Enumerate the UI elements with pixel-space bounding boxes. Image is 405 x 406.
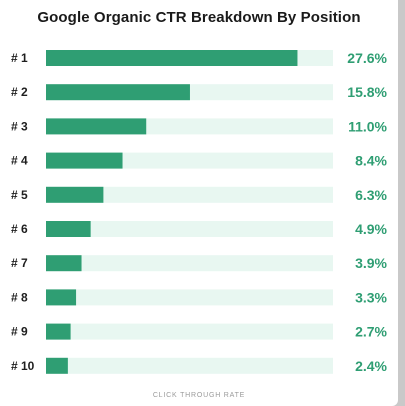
data-label: 3.9%	[355, 255, 387, 271]
data-label: 27.6%	[347, 50, 387, 66]
bar-row: # 1 27.6%	[11, 50, 388, 66]
bar-row: # 3 11.0%	[11, 118, 388, 135]
category-label: # 4	[11, 154, 28, 168]
category-label: # 8	[11, 290, 28, 304]
bar	[46, 186, 104, 203]
bar-track	[46, 255, 333, 272]
bar-track	[46, 289, 333, 306]
category-label: # 10	[11, 359, 35, 373]
category-label: # 1	[11, 51, 28, 65]
bar-row: # 4 8.4%	[11, 152, 388, 169]
data-label: 3.3%	[355, 289, 387, 305]
data-label: 11.0%	[348, 118, 387, 134]
bar	[46, 323, 71, 340]
bar	[46, 118, 147, 135]
bar	[46, 221, 91, 237]
bar-track	[46, 323, 333, 340]
data-label: 6.3%	[355, 187, 387, 203]
category-label: # 5	[11, 188, 28, 202]
category-label: # 7	[11, 256, 28, 270]
bar	[46, 50, 298, 66]
category-label: # 2	[11, 85, 28, 99]
chart-title: Google Organic CTR Breakdown By Position	[37, 9, 361, 26]
x-axis-label: CLICK THROUGH RATE	[152, 392, 246, 399]
category-label: # 3	[11, 119, 28, 133]
bar	[46, 84, 190, 101]
data-label: 15.8%	[347, 84, 387, 100]
bar	[46, 255, 82, 272]
bar	[46, 357, 68, 374]
bar-row: # 7 3.9%	[11, 255, 388, 272]
data-label: 4.9%	[355, 221, 387, 237]
data-label: 2.4%	[355, 358, 387, 374]
data-label: 2.7%	[355, 324, 387, 340]
bar-row: # 6 4.9%	[11, 221, 388, 237]
bar-row: # 8 3.3%	[11, 289, 388, 306]
bar-row: # 2 15.8%	[11, 84, 388, 101]
category-label: # 9	[11, 325, 28, 339]
data-label: 8.4%	[355, 153, 387, 169]
bar-row: # 5 6.3%	[11, 186, 388, 203]
bar-row: # 9 2.7%	[11, 323, 388, 340]
category-label: # 6	[11, 222, 28, 236]
bar-row: # 10 2.4%	[11, 357, 388, 374]
bar-track	[46, 357, 333, 374]
bar-track	[46, 221, 333, 237]
bar	[46, 289, 77, 306]
bar-track	[46, 186, 333, 203]
bar	[46, 152, 123, 169]
